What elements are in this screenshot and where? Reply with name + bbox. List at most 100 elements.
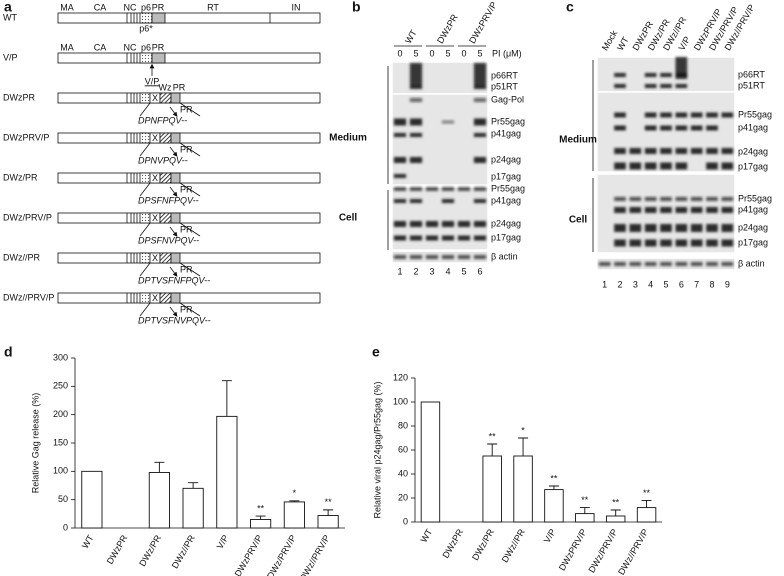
domain-label: CA	[94, 2, 107, 12]
band	[721, 162, 734, 170]
pr-domain	[170, 92, 181, 104]
band	[721, 112, 734, 118]
lane-label: WT	[615, 35, 631, 53]
bar	[148, 472, 170, 529]
band	[614, 125, 626, 131]
band	[409, 133, 423, 137]
lane-number: 7	[694, 279, 699, 289]
error-bar	[188, 482, 199, 489]
lane-number: 1	[397, 266, 402, 276]
error-bar	[610, 509, 621, 516]
band-label: p24gag	[491, 154, 521, 164]
band	[706, 148, 718, 154]
dose-label: 0	[461, 48, 466, 58]
band	[614, 84, 626, 88]
bar	[636, 507, 657, 523]
x-tick-label: DWz/PR	[137, 533, 163, 568]
bar	[482, 455, 502, 523]
sequence: DPNVPQV--	[138, 155, 188, 165]
band	[644, 112, 657, 118]
band	[690, 125, 703, 131]
pr-domain	[170, 132, 181, 144]
band	[675, 112, 688, 118]
p6-domain	[139, 92, 151, 104]
marker-label: X	[152, 173, 158, 183]
band	[721, 197, 734, 201]
band	[644, 239, 657, 247]
x-tick-label: DWz/PRV/P	[586, 527, 619, 574]
band	[441, 187, 455, 191]
band	[425, 255, 439, 259]
y-tick-label: 0	[403, 516, 408, 526]
wz-insert	[159, 92, 172, 104]
x-tick-label: DWz//PR	[500, 527, 527, 564]
band	[441, 235, 455, 241]
bar	[216, 415, 238, 529]
blot	[391, 93, 489, 186]
p6-domain	[139, 12, 153, 24]
band	[441, 221, 455, 227]
band	[644, 262, 657, 266]
zoom-line	[139, 222, 151, 237]
band	[393, 157, 407, 163]
p6-mutant-label: p6*	[139, 23, 153, 33]
band	[706, 112, 718, 118]
error-bar	[289, 500, 300, 502]
zoom-line	[179, 102, 201, 117]
lane-number: 9	[725, 279, 730, 289]
error-bar	[579, 507, 590, 514]
band	[644, 84, 657, 88]
band	[614, 197, 626, 201]
pr-domain	[170, 252, 181, 264]
band-label: p17gag	[738, 237, 768, 247]
wz-insert	[159, 252, 172, 264]
band-label: Gag-Pol	[491, 94, 524, 104]
bar	[605, 515, 626, 523]
lane-number: 2	[413, 266, 418, 276]
band	[675, 57, 688, 79]
band	[473, 85, 487, 89]
error-bar	[154, 461, 165, 473]
zoom-line	[139, 262, 151, 277]
construct-name: V/P	[3, 52, 18, 62]
lane-label: V/P	[676, 35, 692, 53]
y-tick-label: 80	[398, 420, 408, 430]
band	[644, 125, 657, 131]
cleavage-label: PR	[180, 224, 193, 234]
error-bar	[323, 509, 334, 516]
band	[644, 197, 657, 201]
p6-domain	[139, 52, 153, 64]
band-label: p51RT	[738, 80, 765, 90]
lane-number: 6	[679, 279, 684, 289]
p6-domain	[139, 292, 151, 304]
band	[660, 207, 672, 213]
band-label: p24gag	[738, 222, 768, 232]
band	[473, 187, 487, 191]
band-label: p66RT	[491, 70, 518, 80]
band	[393, 221, 407, 227]
cleavage-arrow	[169, 106, 178, 117]
band	[473, 63, 487, 85]
band	[690, 148, 703, 154]
band	[473, 255, 487, 259]
bar	[317, 515, 339, 529]
x-tick-label: DWz/PRV/P	[265, 533, 298, 576]
construct-bar	[57, 292, 321, 304]
error-bar	[221, 380, 232, 417]
panel-letter: a	[4, 0, 12, 15]
band	[457, 235, 471, 241]
band	[690, 262, 703, 266]
band	[644, 73, 657, 77]
band-label: p41gag	[738, 204, 768, 214]
y-axis-label: Relative Gag release (%)	[30, 393, 40, 494]
construct-bar	[57, 132, 321, 144]
x-tick-label: DWzPRV/P	[233, 533, 265, 576]
zoom-line	[179, 142, 201, 157]
band	[629, 162, 642, 170]
domain-label: MA	[60, 2, 74, 12]
lane-number: 3	[429, 266, 434, 276]
dose-label: 5	[413, 48, 418, 58]
bar	[81, 470, 103, 529]
x-tick-label: DWzPRV/P	[557, 527, 589, 572]
domain-label: NC	[124, 2, 137, 12]
